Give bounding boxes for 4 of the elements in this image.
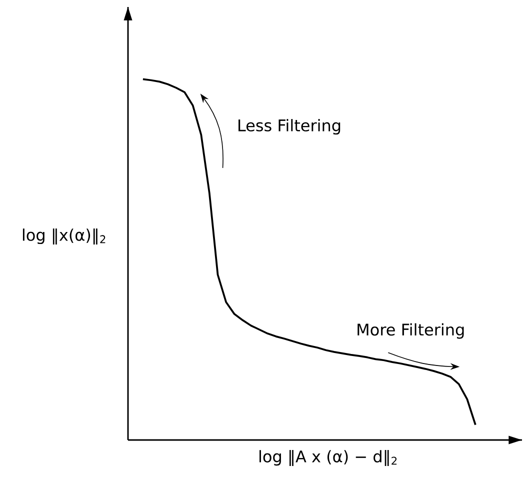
x-axis-title: log ‖A x (α) − d‖$_{2}$ (260, 450, 397, 466)
annotation: Less Filtering (238, 119, 340, 135)
y-axis-title: log ‖x(α)‖$_{2}$ (22, 228, 106, 244)
annotation: More Filtering (358, 323, 464, 339)
